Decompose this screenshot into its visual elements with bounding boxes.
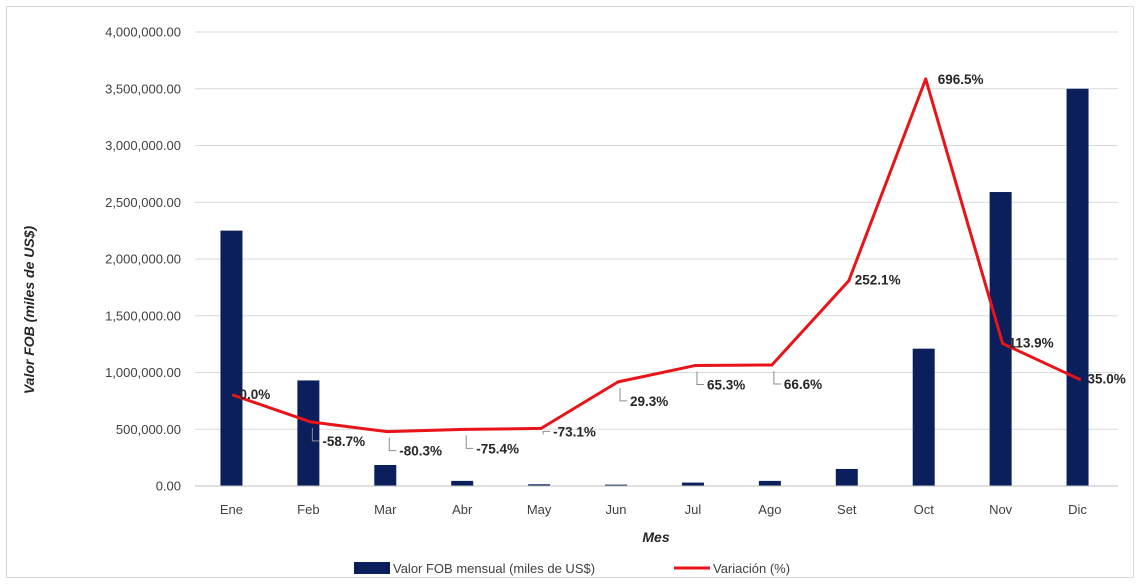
bar-mar <box>374 465 397 486</box>
line-series <box>231 77 1082 434</box>
data-label-oct: 696.5% <box>938 72 984 87</box>
bar-may <box>528 484 551 486</box>
y-tick-label: 0.00 <box>156 479 181 494</box>
x-tick-label: Jul <box>685 502 702 517</box>
x-axis: Ene Feb Mar Abr May Jun Jul Ago Set Oct Nov Dic <box>195 485 1118 517</box>
y-tick-label: 2,000,000.00 <box>105 252 181 267</box>
line-point-jul <box>693 364 697 368</box>
bar-oct <box>912 348 935 486</box>
line-point-nov <box>1001 341 1005 345</box>
label-leader-may <box>542 430 551 435</box>
label-leader-ago <box>773 370 781 385</box>
y-tick-label: 4,000,000.00 <box>105 25 181 40</box>
y-axis-ticks: 0.00 500,000.00 1,000,000.00 1,500,000.00 2,… <box>105 25 181 494</box>
bar-feb <box>297 380 320 486</box>
data-labels: 0.0% -58.7% -80.3% -75.4% -73.1% 29.3% 65.3% 66… <box>239 72 1125 459</box>
bar-set <box>835 468 858 486</box>
bar-ene <box>220 230 243 486</box>
data-label-may: -73.1% <box>553 424 596 439</box>
data-label-dic: 35.0% <box>1088 371 1126 386</box>
x-tick-label: Ago <box>758 502 781 517</box>
line-point-ene <box>231 393 235 397</box>
data-label-feb: -58.7% <box>322 434 365 449</box>
label-leader-jun <box>619 387 628 402</box>
y-tick-label: 1,500,000.00 <box>105 308 181 323</box>
label-leader-abr <box>465 435 474 449</box>
variation-line <box>232 77 1081 434</box>
y-tick-label: 2,500,000.00 <box>105 195 181 210</box>
chart-frame <box>6 6 1134 578</box>
x-tick-label: Nov <box>989 502 1013 517</box>
label-leader-feb <box>311 427 320 442</box>
x-tick-label: Jun <box>606 502 627 517</box>
data-label-ene: 0.0% <box>239 387 270 402</box>
data-label-ago: 66.6% <box>784 377 822 392</box>
line-point-set <box>847 279 851 283</box>
data-label-jun: 29.3% <box>630 394 668 409</box>
y-axis-title: Valor FOB (miles de US$) <box>21 226 37 395</box>
legend: Valor FOB mensual (miles de US$) Variaci… <box>354 561 790 576</box>
line-point-may <box>539 426 543 430</box>
data-label-mar: -80.3% <box>399 444 442 459</box>
x-tick-label: Ene <box>220 502 243 517</box>
x-tick-label: Dic <box>1068 502 1087 517</box>
data-label-abr: -75.4% <box>476 441 519 456</box>
x-tick-label: Set <box>837 502 857 517</box>
bar-abr <box>451 480 474 486</box>
legend-swatch-bar <box>354 562 390 574</box>
legend-label-bar: Valor FOB mensual (miles de US$) <box>393 561 595 576</box>
y-tick-label: 500,000.00 <box>116 422 181 437</box>
x-tick-label: May <box>527 502 552 517</box>
line-point-ago <box>770 363 774 367</box>
x-tick-label: Mar <box>374 502 397 517</box>
line-point-jun <box>616 380 620 384</box>
y-tick-label: 1,000,000.00 <box>105 365 181 380</box>
x-tick-label: Feb <box>297 502 319 517</box>
line-point-mar <box>385 430 389 434</box>
x-tick-label: Abr <box>452 502 473 517</box>
bar-jun <box>605 484 628 486</box>
x-tick-label: Oct <box>914 502 935 517</box>
bar-series <box>220 88 1089 486</box>
line-point-oct <box>924 77 928 81</box>
legend-label-line: Variación (%) <box>713 561 790 576</box>
data-label-jul: 65.3% <box>707 378 745 393</box>
bar-ago <box>758 480 781 486</box>
line-point-dic <box>1078 377 1082 381</box>
y-tick-label: 3,000,000.00 <box>105 138 181 153</box>
line-point-feb <box>308 420 312 424</box>
data-label-set: 252.1% <box>855 273 901 288</box>
bar-jul <box>681 482 704 486</box>
label-leader-mar <box>388 437 397 452</box>
x-axis-title: Mes <box>642 529 669 545</box>
gridlines <box>195 31 1118 430</box>
y-tick-label: 3,500,000.00 <box>105 81 181 96</box>
label-leader-jul <box>696 371 704 386</box>
line-point-abr <box>462 427 466 431</box>
bar-dic <box>1066 88 1089 486</box>
data-label-nov: 113.9% <box>1009 335 1054 350</box>
